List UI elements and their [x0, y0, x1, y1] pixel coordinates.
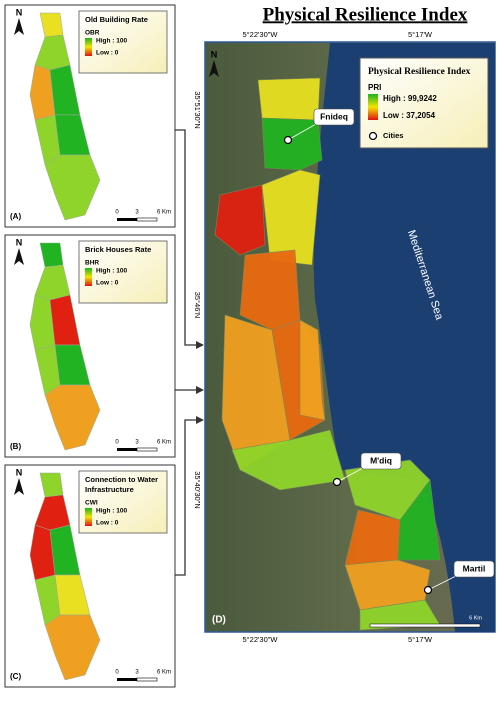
- legend-high: High : 100: [96, 268, 127, 275]
- legend-title: Brick Houses Rate: [85, 245, 151, 254]
- legend-code: OBR: [85, 30, 100, 37]
- north-label: N: [16, 7, 23, 17]
- district: [44, 154, 101, 221]
- region: [257, 77, 321, 121]
- scale-label: 3: [135, 440, 139, 446]
- city-label: M'diq: [370, 455, 392, 465]
- legend-ramp: [85, 38, 92, 56]
- legend-ramp: [368, 94, 378, 120]
- scale-label: 0: [115, 210, 119, 216]
- left-coordinate: 35°46'N: [193, 292, 202, 319]
- scale-label: 6 Km: [157, 210, 171, 216]
- region: [214, 184, 266, 256]
- region: [344, 559, 431, 611]
- north-arrow: [14, 248, 24, 265]
- left-coordinate: 35°51'30"N: [193, 91, 202, 129]
- district: [44, 384, 101, 451]
- legend-low: Low : 0: [96, 520, 119, 527]
- north-label: N: [211, 49, 218, 59]
- legend-ramp: [85, 268, 92, 286]
- figure-title: Physical Resilience Index: [263, 4, 468, 25]
- scale-label: 6 Km: [157, 670, 171, 676]
- city-label: Martil: [463, 563, 486, 573]
- north-arrow: [209, 60, 219, 77]
- scale-bar-light: [136, 677, 158, 682]
- legend-title: Physical Resilience Index: [368, 67, 471, 77]
- legend-code: PRI: [368, 83, 381, 92]
- region: [239, 249, 301, 331]
- legend-box: [78, 10, 168, 74]
- city-label-box: [453, 560, 495, 578]
- north-label: N: [16, 237, 23, 247]
- legend-cities: Cities: [383, 131, 403, 140]
- region: [261, 117, 323, 171]
- region: [231, 429, 346, 491]
- scale-label: 6 Km: [469, 615, 482, 621]
- legend-title: Infrastructure: [85, 485, 134, 494]
- legend-low: Low : 0: [96, 280, 119, 287]
- left-coordinate: 35°40'30"N: [193, 471, 202, 509]
- scale-label: 0: [115, 440, 119, 446]
- scale-label: 3: [135, 210, 139, 216]
- arrow-heads: [196, 341, 204, 424]
- scale-bar-dark: [117, 678, 137, 681]
- city-leader: [336, 467, 364, 483]
- top-coordinate: 5°17'W: [408, 30, 433, 39]
- bottom-coordinate: 5°22'30"W: [242, 635, 278, 644]
- panel-label: (A): [10, 212, 21, 221]
- scale-label: 0: [115, 670, 119, 676]
- district: [44, 614, 101, 681]
- legend-high: High : 100: [96, 38, 127, 45]
- legend-low: Low : 37,2054: [383, 111, 436, 120]
- city-leader: [427, 575, 457, 591]
- scale-label: 3: [135, 670, 139, 676]
- scale-bar-light: [136, 217, 158, 222]
- scale-bar-light: [136, 447, 158, 452]
- scale-label: 6 Km: [157, 440, 171, 446]
- city-marker: [283, 135, 293, 145]
- legend-high: High : 99,9242: [383, 94, 437, 103]
- legend-box: [78, 240, 168, 304]
- city-label-box: [360, 452, 402, 470]
- connectors: [175, 129, 200, 576]
- region: [261, 169, 321, 266]
- city-label: Fnideq: [320, 111, 348, 121]
- city-label-box: [313, 108, 355, 126]
- legend-title: Connection to Water: [85, 475, 158, 484]
- scale-bar: [369, 623, 481, 628]
- region: [397, 479, 441, 561]
- legend-low: Low : 0: [96, 50, 119, 57]
- top-coordinate: 5°22'30"W: [242, 30, 278, 39]
- legend-box: [359, 57, 489, 149]
- legend-code: BHR: [85, 260, 99, 267]
- legend-title: Old Building Rate: [85, 15, 148, 24]
- bottom-coordinate: 5°17'W: [408, 635, 433, 644]
- scale-bar-dark: [117, 218, 137, 221]
- legend-city-symbol: [368, 131, 378, 141]
- north-label: N: [16, 467, 23, 477]
- legend-box: [78, 470, 168, 534]
- city-marker: [332, 477, 342, 487]
- panel-label: (B): [10, 442, 21, 451]
- legend-ramp: [85, 508, 92, 526]
- legend-high: High : 100: [96, 508, 127, 515]
- region: [299, 319, 326, 421]
- city-leader: [287, 123, 317, 141]
- sea: [313, 43, 495, 632]
- north-arrow: [14, 478, 24, 495]
- scale-bar-dark: [117, 448, 137, 451]
- north-arrow: [14, 18, 24, 35]
- city-marker: [423, 585, 433, 595]
- panel-label: (D): [212, 615, 226, 626]
- panel-label: (C): [10, 672, 21, 681]
- legend-code: CWI: [85, 500, 98, 507]
